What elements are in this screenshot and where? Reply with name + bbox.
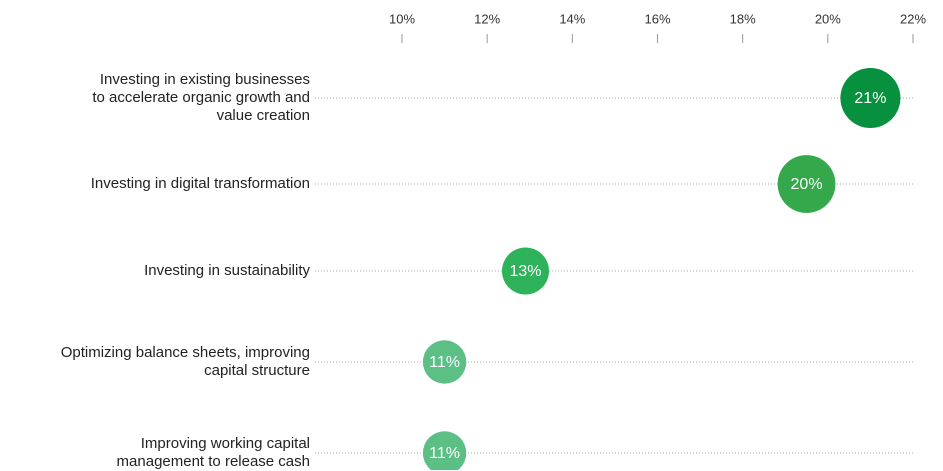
value-label: 13%	[509, 263, 541, 280]
category-label: Investing in digital transformation	[90, 175, 310, 192]
dot	[422, 431, 467, 470]
x-tick-label: 14%	[559, 11, 585, 26]
x-tick-label: 12%	[474, 11, 500, 26]
x-tick-label: 22%	[900, 11, 926, 26]
category-label: Optimizing balance sheets, improving cap…	[60, 344, 310, 379]
category-label: Investing in existing businesses to acce…	[92, 71, 310, 124]
category-label: Improving working capital management to …	[116, 435, 310, 470]
x-tick-label: 16%	[644, 11, 670, 26]
dot	[777, 155, 836, 213]
category-label: Investing in sustainability	[144, 262, 310, 279]
dot	[501, 247, 550, 295]
value-label: 11%	[429, 445, 460, 462]
value-label: 20%	[791, 176, 823, 193]
value-label: 21%	[854, 90, 886, 107]
dot	[422, 340, 467, 384]
value-label: 11%	[429, 354, 460, 371]
x-tick-label: 10%	[389, 11, 415, 26]
x-tick-label: 18%	[730, 11, 756, 26]
dot	[840, 68, 901, 128]
x-tick-label: 20%	[815, 11, 841, 26]
